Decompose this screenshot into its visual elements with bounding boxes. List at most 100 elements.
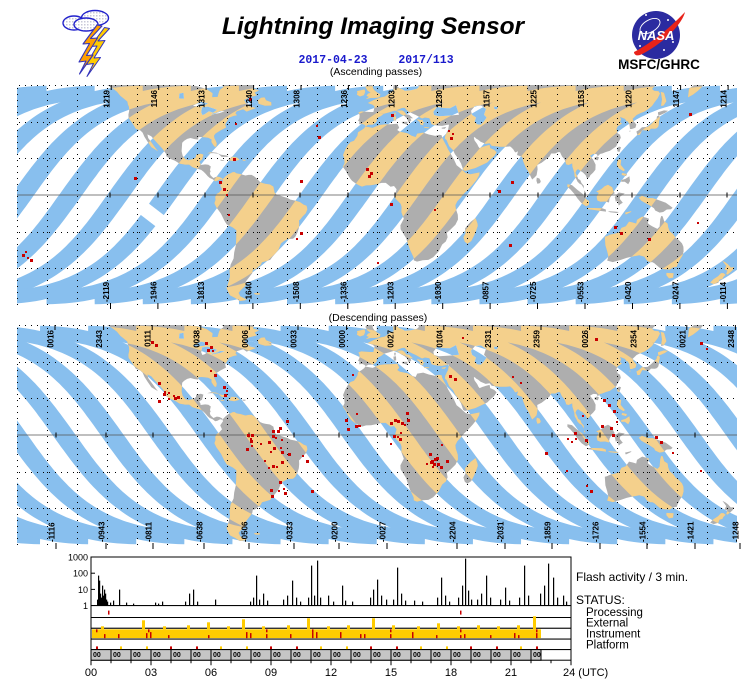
svg-text:0021: 0021 [678,329,687,347]
svg-text:0006: 0006 [241,329,250,347]
svg-text:-2031: -2031 [497,521,506,542]
svg-text:Instrument: Instrument [586,629,641,641]
svg-text:0038: 0038 [192,329,201,347]
svg-text:-2119: -2119 [102,281,111,302]
svg-text:-0811: -0811 [145,521,154,542]
svg-text:-0420: -0420 [624,281,633,302]
svg-text:00: 00 [273,652,281,659]
svg-text:1225: 1225 [530,89,539,107]
svg-text:-1116: -1116 [48,522,57,542]
svg-text:(Descending passes): (Descending passes) [329,312,428,324]
svg-text:Processing: Processing [586,607,643,619]
svg-text:1: 1 [83,601,88,611]
svg-text:2343: 2343 [95,329,104,347]
svg-text:00: 00 [373,652,381,659]
svg-text:Platform: Platform [586,640,629,652]
svg-text:1230: 1230 [435,89,444,107]
svg-text:00: 00 [493,652,501,659]
svg-text:00: 00 [353,652,361,659]
svg-text:NASA: NASA [638,28,675,43]
svg-text:-1726: -1726 [592,521,601,542]
svg-text:1000: 1000 [68,553,88,563]
svg-text:00: 00 [153,652,161,659]
svg-text:10: 10 [78,585,88,595]
svg-text:2348: 2348 [727,329,736,347]
svg-text:1203: 1203 [387,89,396,107]
svg-text:1214: 1214 [720,89,729,107]
svg-text:-0333: -0333 [286,521,295,542]
svg-text:-0506: -0506 [241,521,250,542]
svg-text:00: 00 [433,652,441,659]
svg-text:00: 00 [333,652,341,659]
svg-text:0026: 0026 [581,329,590,347]
svg-text:1240: 1240 [245,89,254,107]
svg-text:1236: 1236 [340,89,349,107]
svg-text:-1640: -1640 [244,281,253,302]
svg-text:0027: 0027 [387,329,396,347]
svg-text:-1030: -1030 [434,281,443,302]
svg-text:1313: 1313 [198,89,207,107]
svg-text:06: 06 [205,667,217,679]
svg-text:00: 00 [293,652,301,659]
svg-text:-1421: -1421 [687,521,696,542]
svg-text:-0943: -0943 [98,521,107,542]
svg-text:00: 00 [93,652,101,659]
svg-text:-0857: -0857 [482,281,491,302]
svg-text:00: 00 [173,652,181,659]
svg-text:18: 18 [445,667,457,679]
svg-text:2359: 2359 [533,329,542,347]
svg-text:STATUS:: STATUS: [576,593,625,607]
svg-text:00: 00 [113,652,121,659]
svg-text:0000: 0000 [338,329,347,347]
svg-text:0016: 0016 [47,329,56,347]
svg-text:00: 00 [533,652,541,659]
svg-text:2354: 2354 [630,329,639,347]
svg-text:(Ascending passes): (Ascending passes) [330,66,422,78]
svg-text:1157: 1157 [482,89,491,107]
svg-text:0111: 0111 [144,329,153,346]
svg-text:2017/113: 2017/113 [398,54,453,67]
svg-text:21: 21 [505,667,517,679]
svg-text:-0114: -0114 [719,281,728,302]
svg-text:03: 03 [145,667,157,679]
svg-text:-1336: -1336 [339,281,348,302]
svg-text:-2204: -2204 [449,521,458,542]
svg-text:1220: 1220 [625,89,634,107]
svg-text:1308: 1308 [293,89,302,107]
svg-text:0033: 0033 [290,329,299,347]
svg-text:1147: 1147 [672,89,681,107]
svg-text:00: 00 [213,652,221,659]
svg-text:-1248: -1248 [732,521,741,542]
svg-text:00: 00 [193,652,201,659]
svg-text:00: 00 [413,652,421,659]
svg-text:1219: 1219 [103,89,112,107]
svg-text:15: 15 [385,667,397,679]
svg-text:00: 00 [313,652,321,659]
svg-text:MSFC/GHRC: MSFC/GHRC [618,57,700,72]
svg-text:-0247: -0247 [671,281,680,302]
svg-text:External: External [586,618,628,630]
svg-text:-1554: -1554 [639,521,648,542]
svg-text:1146: 1146 [150,89,159,107]
svg-text:Flash activity / 3 min.: Flash activity / 3 min. [576,570,688,584]
svg-text:-1813: -1813 [197,281,206,302]
svg-text:-0553: -0553 [577,281,586,302]
svg-text:0104: 0104 [435,329,444,347]
svg-text:09: 09 [265,667,277,679]
svg-text:00: 00 [85,667,97,679]
svg-text:-0638: -0638 [196,521,205,542]
svg-text:00: 00 [253,652,261,659]
svg-text:-1203: -1203 [387,281,396,302]
svg-text:24 (UTC): 24 (UTC) [563,667,608,679]
svg-text:2331: 2331 [484,329,493,347]
svg-text:100: 100 [73,569,88,579]
svg-text:-1508: -1508 [292,281,301,302]
svg-text:Lightning Imaging Sensor: Lightning Imaging Sensor [222,13,526,40]
svg-text:-1946: -1946 [149,281,158,302]
svg-text:00: 00 [453,652,461,659]
svg-text:00: 00 [133,652,141,659]
svg-text:1153: 1153 [577,89,586,107]
svg-text:-1859: -1859 [544,521,553,542]
svg-text:00: 00 [233,652,241,659]
svg-text:2017-04-23: 2017-04-23 [298,54,367,67]
